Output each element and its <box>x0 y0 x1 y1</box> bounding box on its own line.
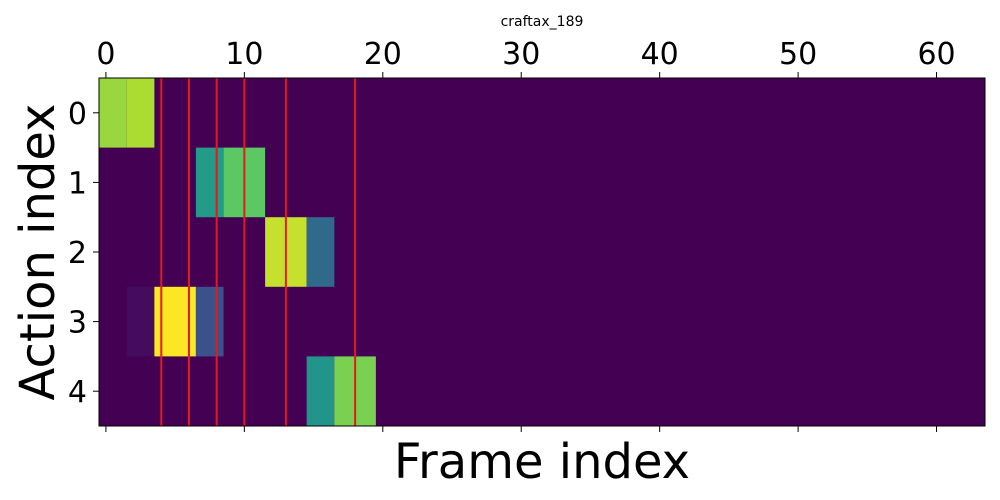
x-tick-label-6: 60 <box>917 37 955 72</box>
x-tick-label-5: 50 <box>779 37 817 72</box>
y-tick-label-2: 2 <box>68 236 87 271</box>
heatmap-cell-0 <box>99 78 127 148</box>
heatmap-cell-5 <box>306 217 335 287</box>
heatmap-cell-6 <box>126 286 155 357</box>
y-axis-label: Action index <box>10 104 66 401</box>
x-tick-label-1: 10 <box>225 37 263 72</box>
x-tick-label-4: 40 <box>641 37 679 72</box>
x-axis-ticks: 0 10 20 30 40 50 60 <box>96 37 956 432</box>
heatmap-background <box>99 78 985 426</box>
heatmap-cell-1 <box>126 78 155 148</box>
y-tick-label-0: 0 <box>68 97 87 132</box>
heatmap-cell-9 <box>306 356 335 426</box>
x-tick-label-2: 20 <box>364 37 402 72</box>
y-axis-ticks: 0 1 2 3 4 <box>68 97 99 410</box>
y-tick-label-1: 1 <box>68 166 87 201</box>
y-tick-label-3: 3 <box>68 306 87 341</box>
x-tick-label-3: 30 <box>502 37 540 72</box>
heatmap-cell-2 <box>195 147 224 218</box>
x-tick-label-0: 0 <box>96 37 115 72</box>
plot-area <box>98 77 986 427</box>
x-axis-label: Frame index <box>394 434 690 490</box>
y-tick-label-4: 4 <box>68 375 87 410</box>
chart-title: craftax_189 <box>501 14 584 30</box>
heatmap-cell-8 <box>195 286 224 357</box>
